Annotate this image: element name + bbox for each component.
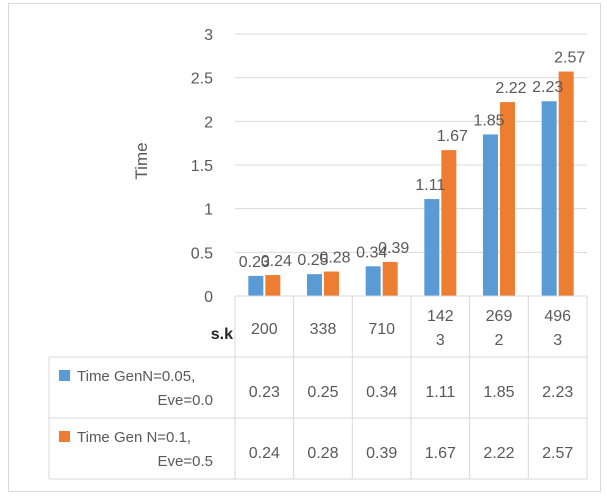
y-tick-label: 2: [204, 114, 213, 131]
data-labels: 0.23 0.25 0.34 1.11 1.85 2.23 0.24 0.28 0.39 1.67…: [239, 50, 586, 271]
data-label: 2.57: [554, 50, 585, 67]
table-cell-value: 0.34: [366, 384, 397, 401]
x-tick-label: 142: [427, 308, 454, 325]
legend-entry: Time GenN=0.05,: [77, 368, 195, 385]
y-tick-label: 2.5: [191, 71, 213, 88]
x-tick-label: 338: [310, 321, 337, 338]
x-tick-label: 2: [495, 332, 504, 349]
data-label: 2.23: [532, 79, 563, 96]
table-cell-value: 0.24: [249, 445, 280, 462]
legend-entry: Eve=0.0: [158, 392, 213, 409]
table-cell-value: 2.57: [542, 445, 573, 462]
legend-key: [59, 431, 70, 442]
bar-series-1: [365, 266, 381, 296]
table-header-label: s.k: [211, 326, 233, 343]
data-label: 1.85: [473, 112, 504, 129]
bar-series-2: [441, 150, 457, 296]
chart-frame: 0 0.5 1 1.5 2 2.5 3 0.23 0.25 0.34 1.11 1.85 2.23 0.…: [8, 3, 601, 492]
data-label: 0.34: [356, 244, 387, 261]
data-label: 0.28: [319, 250, 350, 267]
x-tick-label: 200: [251, 321, 278, 338]
table-cell-value: 1.11: [425, 384, 455, 401]
data-label: 0.25: [297, 252, 328, 269]
data-label: 0.39: [378, 240, 409, 257]
bar-series-2: [500, 102, 515, 297]
gridlines: [235, 33, 587, 297]
bar-series-1: [248, 275, 264, 296]
table-cell-value: 1.67: [425, 445, 456, 462]
bar-series-1: [483, 134, 498, 296]
table-cell-value: 2.22: [483, 445, 514, 462]
data-table: s.k 200 338 710 142 3 269 2 496 3 Time GenN=0.05, E…: [48, 295, 588, 480]
table-cell-value: 0.39: [366, 445, 397, 462]
x-tick-label: 3: [553, 332, 562, 349]
table-cell-value: 0.23: [249, 384, 280, 401]
data-label: 0.23: [239, 254, 270, 271]
y-axis: 0 0.5 1 1.5 2 2.5 3: [191, 27, 213, 306]
y-tick-label: 1.5: [191, 158, 213, 175]
legend-entry: Time Gen N=0.1,: [77, 429, 191, 446]
data-label: 1.67: [437, 128, 468, 145]
data-label: 1.11: [415, 177, 445, 194]
bar-series-1: [307, 274, 322, 296]
x-tick-label: 269: [486, 308, 513, 325]
table-cell-value: 2.23: [542, 384, 573, 401]
bars: [248, 71, 574, 297]
table-cell-value: 0.28: [307, 445, 338, 462]
x-tick-label: 496: [544, 308, 571, 325]
bar-series-1: [424, 199, 440, 296]
y-tick-label: 0: [204, 289, 213, 306]
legend-entry: Eve=0.5: [158, 453, 213, 470]
data-label: 0.24: [261, 253, 292, 270]
bar-series-2: [558, 71, 574, 296]
legend-key: [59, 370, 70, 381]
bar-chart: 00.511.522.53 0.23 0.25 0.341.111.852.230.…: [48, 27, 588, 480]
y-tick-label: 0.5: [191, 245, 213, 262]
table-cell-value: 0.25: [307, 384, 338, 401]
bar-series-2: [324, 271, 339, 296]
x-tick-label: 710: [368, 321, 395, 338]
y-tick-label: 1: [204, 202, 213, 219]
bar-series-2: [382, 261, 398, 296]
bar-series-1: [541, 101, 557, 296]
x-tick-label: 3: [436, 332, 445, 349]
data-label: 2.22: [495, 80, 526, 97]
y-tick-label: 3: [204, 27, 213, 44]
bar-series-2: [265, 275, 281, 296]
y-axis-label: Time: [132, 142, 151, 179]
table-cell-value: 1.85: [483, 384, 514, 401]
